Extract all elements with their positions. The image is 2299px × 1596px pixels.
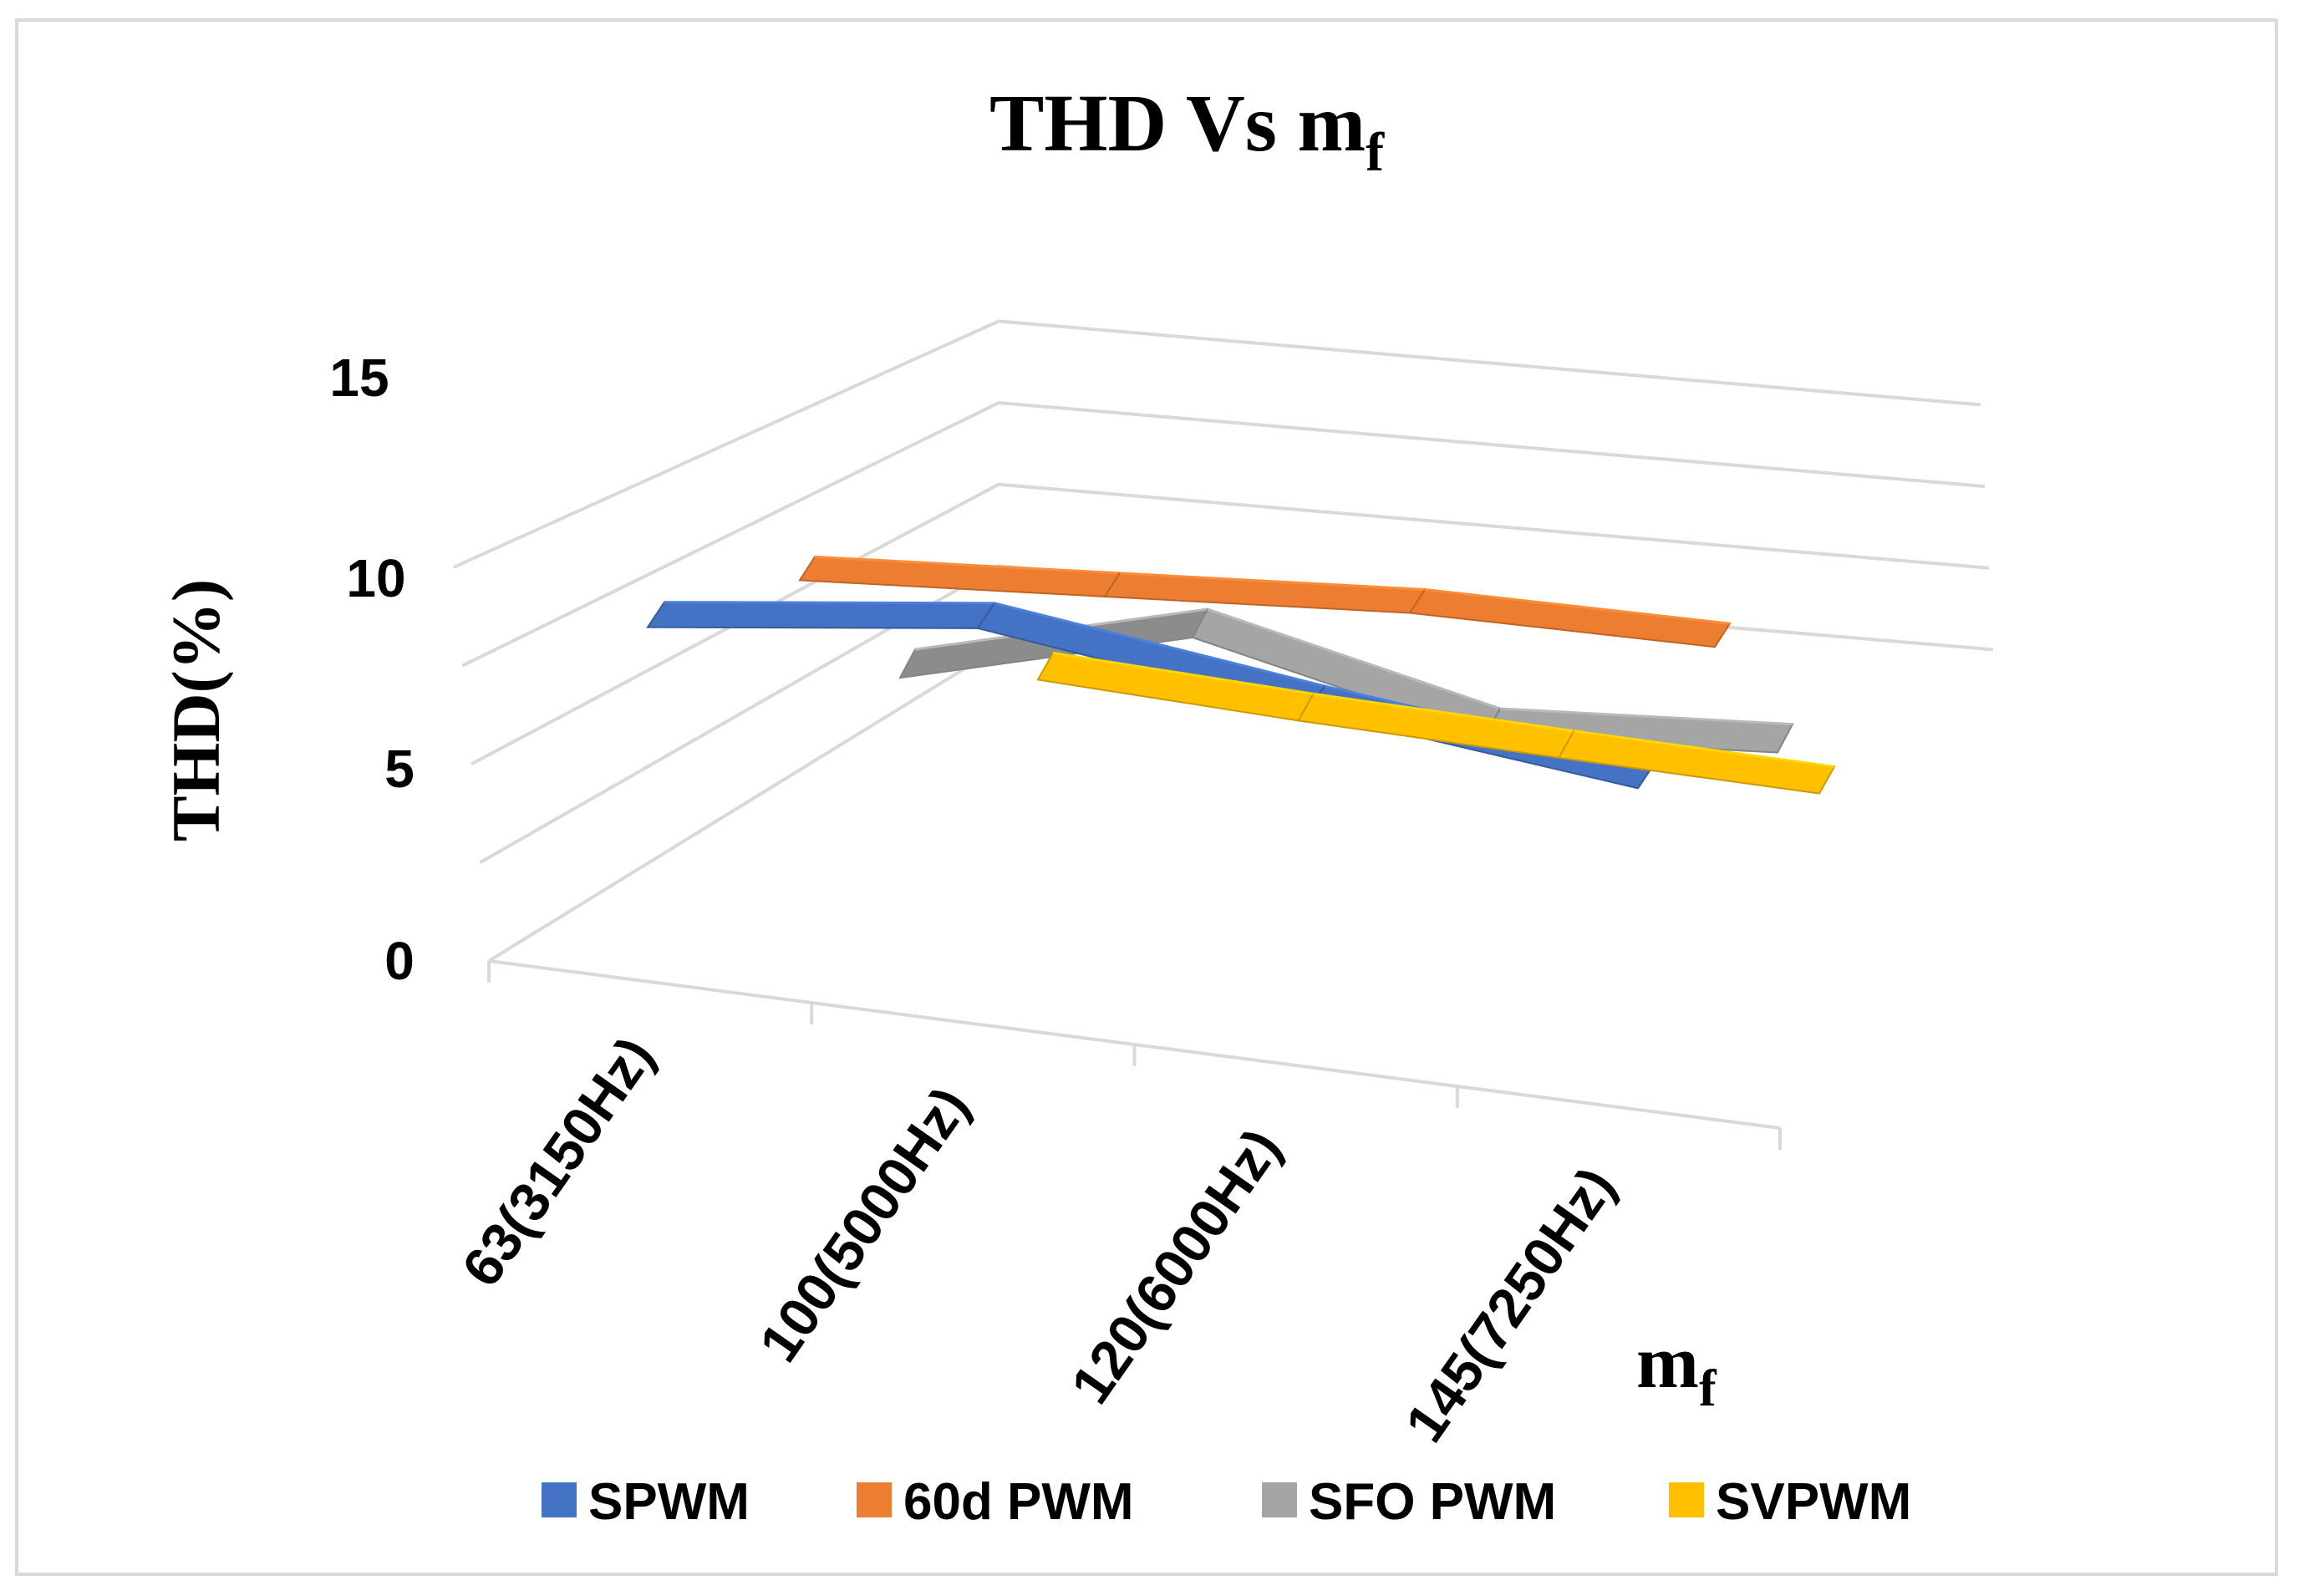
gridline: [461, 401, 1986, 668]
x-tick-label: 145(7250Hz): [1393, 1156, 1626, 1453]
legend-swatch: [542, 1482, 577, 1517]
series-segment-edge: [1207, 607, 1501, 710]
series-segment: [798, 556, 1122, 597]
chart-title: THD Vs mf: [989, 79, 1385, 183]
chart-frame: [15, 18, 2278, 1576]
y-axis-tick-labels: 0 5 10 15: [329, 348, 414, 991]
series-segment-edge: [814, 555, 1121, 575]
floor-edge: [487, 646, 1000, 963]
x-tick-label: 63(3150Hz): [450, 1026, 665, 1298]
series-segment: [646, 601, 996, 629]
series-segment-edge: [664, 601, 995, 605]
gridline: [470, 482, 1990, 766]
legend-item: SVPWM: [1669, 1473, 1911, 1531]
series-segment-edge: [994, 602, 1325, 688]
legend: SPWM 60d PWM SFO PWM SVPWM: [542, 1473, 1911, 1531]
series-segment-edge: [1052, 651, 1314, 695]
legend-swatch: [857, 1482, 892, 1517]
series-svpwm: [1036, 651, 1836, 795]
series-60d-pwm: [798, 555, 1732, 648]
series-ribbons: [646, 555, 1836, 795]
x-axis-label: mf: [1636, 1321, 1717, 1417]
x-tick-label: 120(6000Hz): [1059, 1118, 1292, 1415]
y-tick-label: 15: [329, 348, 389, 408]
legend-item: SPWM: [542, 1473, 750, 1531]
y-tick-label: 10: [346, 548, 405, 608]
legend-label: SVPWM: [1716, 1473, 1911, 1531]
series-segment-edge: [1424, 588, 1731, 625]
legend-item: SFO PWM: [1262, 1473, 1556, 1531]
legend-item: 60d PWM: [857, 1473, 1134, 1531]
x-axis: [487, 959, 1782, 1150]
series-segment-edge: [1499, 707, 1793, 726]
legend-label: 60d PWM: [903, 1473, 1134, 1531]
series-segment: [1103, 572, 1427, 614]
series-segment-edge: [1313, 692, 1574, 733]
legend-swatch: [1669, 1482, 1704, 1517]
y-axis-label: THD(%): [158, 579, 234, 841]
gridline: [453, 319, 1981, 569]
y-tick-label: 0: [384, 931, 415, 991]
x-tick-label: 100(5000Hz): [747, 1076, 980, 1373]
x-axis-tick-labels: 63(3150Hz) 100(5000Hz) 120(6000Hz) 145(7250…: [450, 1026, 1626, 1453]
series-segment-edge: [1119, 572, 1426, 592]
y-tick-label: 5: [384, 739, 415, 799]
series-segment-edge: [1574, 729, 1835, 769]
legend-label: SPWM: [588, 1473, 750, 1531]
legend-label: SFO PWM: [1309, 1473, 1556, 1531]
legend-swatch: [1262, 1482, 1297, 1517]
